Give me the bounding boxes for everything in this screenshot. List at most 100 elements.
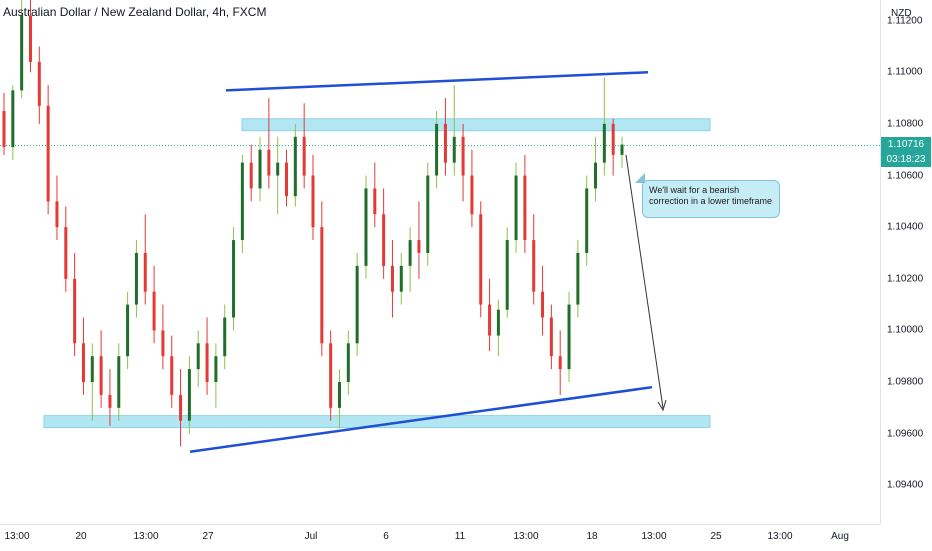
candle-body — [417, 240, 421, 253]
candle-body — [240, 162, 244, 241]
price-tick: 1.09600 — [887, 428, 924, 440]
price-tick: 1.09400 — [887, 479, 924, 491]
candle-body — [2, 110, 6, 148]
candle-body — [161, 330, 165, 357]
candle-body — [152, 291, 156, 331]
candle-body — [90, 356, 94, 383]
candle-body — [108, 394, 112, 408]
candle-body — [64, 227, 68, 279]
candle-body — [126, 304, 130, 357]
candle-body — [276, 162, 280, 176]
time-tick: 13:00 — [767, 531, 793, 542]
candle-body — [443, 123, 447, 163]
candle-body — [55, 201, 59, 228]
time-tick: 18 — [586, 531, 598, 542]
candle-body — [399, 265, 403, 292]
candle-body — [558, 356, 562, 370]
annotation-text: We'll wait for a bearish correction in a… — [649, 185, 773, 206]
candle-body — [320, 227, 324, 344]
candle-body — [426, 175, 430, 253]
time-tick: 13:00 — [513, 531, 539, 542]
candle-body — [11, 90, 15, 148]
candle-body — [549, 317, 553, 357]
candle-body — [567, 304, 571, 370]
chart-area[interactable]: Australian Dollar / New Zealand Dollar, … — [0, 0, 880, 524]
candle-body — [435, 123, 439, 176]
candle-body — [81, 343, 85, 383]
candle-body — [390, 265, 394, 292]
time-tick: 13:00 — [133, 531, 159, 542]
time-tick: 25 — [710, 531, 722, 542]
price-tick: 1.10200 — [887, 273, 924, 285]
bar-countdown: 03:18:23 — [886, 153, 926, 165]
candle-body — [585, 188, 589, 253]
candle-body — [285, 162, 289, 197]
candle-body — [611, 123, 615, 155]
candle-body — [488, 304, 492, 336]
candle-body — [28, 15, 32, 62]
time-tick: 13:00 — [641, 531, 667, 542]
support-zone — [43, 415, 711, 429]
time-tick: 13:00 — [4, 531, 30, 542]
candlestick-chart[interactable] — [0, 0, 880, 524]
candle-body — [452, 136, 456, 163]
candle-body — [179, 394, 183, 421]
price-tick: 1.11000 — [887, 66, 923, 78]
resistance-zone — [241, 118, 711, 132]
last-price-tag: 1.10716 03:18:23 — [881, 136, 931, 167]
price-tick: 1.10800 — [887, 118, 924, 130]
candle-body — [99, 356, 103, 395]
time-tick: 6 — [383, 531, 389, 542]
time-tick: Aug — [831, 531, 849, 542]
price-tick: 1.10600 — [887, 170, 924, 182]
candle-body — [46, 105, 50, 202]
candle-body — [267, 149, 271, 176]
candle-body — [258, 149, 262, 189]
candle-body — [37, 61, 41, 106]
candle-body — [479, 214, 483, 305]
upper-trendline — [225, 71, 649, 92]
candle-body — [187, 369, 191, 421]
candle-body — [205, 343, 209, 383]
candle-body — [170, 356, 174, 395]
candle-body — [249, 162, 253, 189]
candle-body — [505, 240, 509, 310]
candle-body — [532, 240, 536, 292]
candle-body — [408, 240, 412, 266]
time-tick: 11 — [454, 531, 466, 542]
last-price: 1.10716 — [887, 138, 925, 150]
candle-body — [337, 382, 341, 408]
candle-body — [620, 144, 624, 155]
time-tick: Jul — [304, 531, 318, 542]
candle-body — [143, 252, 147, 292]
candle-body — [293, 136, 297, 197]
candle-body — [311, 175, 315, 228]
candle-body — [496, 309, 500, 336]
candle-body — [73, 278, 77, 344]
time-axis[interactable]: 13:00 20 13:00 27 Jul 6 11 13:00 18 13:00 25 13:00 A… — [0, 524, 880, 551]
candle-body — [355, 265, 359, 344]
candle-body — [214, 356, 218, 383]
price-tick: 1.09800 — [887, 376, 924, 388]
price-tick: 1.11200 — [887, 15, 923, 27]
time-tick: 27 — [202, 531, 214, 542]
candle-body — [364, 188, 368, 266]
price-tick: 1.10000 — [887, 324, 924, 336]
currency-label: NZD — [891, 8, 912, 19]
candle-body — [20, 15, 24, 91]
candle-body — [594, 162, 598, 189]
candle-body — [541, 291, 545, 318]
candle-body — [223, 317, 227, 357]
annotation-callout[interactable]: We'll wait for a bearish correction in a… — [635, 173, 780, 218]
candle-body — [346, 343, 350, 383]
candle-body — [302, 136, 306, 176]
candle-body — [232, 240, 236, 318]
price-axis[interactable]: NZD 1.11200 1.11000 1.10800 1.10600 1.10400 1… — [880, 0, 932, 524]
price-tick: 1.10400 — [887, 221, 924, 233]
candle-body — [461, 136, 465, 176]
candle-body — [514, 175, 518, 241]
lower-trendline — [189, 385, 653, 453]
candle-body — [576, 252, 580, 305]
candle-body — [134, 252, 138, 305]
candle-body — [470, 175, 474, 215]
